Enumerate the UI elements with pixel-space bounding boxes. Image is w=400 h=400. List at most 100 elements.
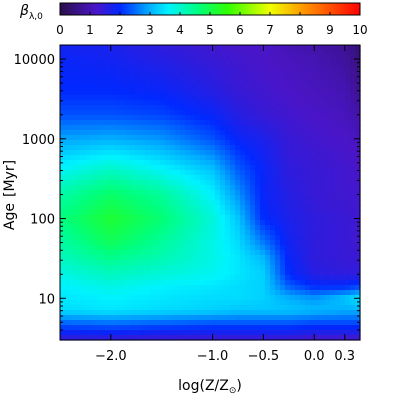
heatmap-cell <box>275 155 281 161</box>
heatmap-cell <box>90 260 96 266</box>
heatmap-cell <box>280 225 286 231</box>
heatmap-cell <box>80 320 86 326</box>
heatmap-cell <box>245 285 251 291</box>
heatmap-cell <box>105 280 111 286</box>
heatmap-cell <box>200 155 206 161</box>
heatmap-cell <box>290 60 296 66</box>
heatmap-cell <box>315 225 321 231</box>
heatmap-cell <box>80 110 86 116</box>
heatmap-cell <box>355 250 361 256</box>
heatmap-cell <box>150 270 156 276</box>
heatmap-cell <box>205 215 211 221</box>
heatmap-cell <box>105 55 111 61</box>
heatmap-cell <box>335 75 341 81</box>
heatmap-cell <box>65 105 71 111</box>
heatmap-cell <box>340 235 346 241</box>
heatmap-cell <box>310 165 316 171</box>
heatmap-cell <box>300 145 306 151</box>
heatmap-cell <box>330 85 336 91</box>
heatmap-cell <box>325 185 331 191</box>
heatmap-cell <box>230 155 236 161</box>
heatmap-cell <box>115 180 121 186</box>
heatmap-cell <box>75 225 81 231</box>
heatmap-cell <box>240 220 246 226</box>
heatmap-cell <box>65 65 71 71</box>
heatmap-cell <box>245 185 251 191</box>
heatmap-cell <box>195 250 201 256</box>
heatmap-cell <box>175 150 181 156</box>
heatmap-cell <box>180 65 186 71</box>
heatmap-cell <box>255 235 261 241</box>
heatmap-cell <box>105 170 111 176</box>
heatmap-cell <box>115 280 121 286</box>
heatmap-cell <box>160 55 166 61</box>
heatmap-cell <box>145 170 151 176</box>
heatmap-cell <box>325 195 331 201</box>
heatmap-cell <box>205 140 211 146</box>
heatmap-cell <box>325 175 331 181</box>
heatmap-cell <box>235 250 241 256</box>
heatmap-cell <box>305 85 311 91</box>
heatmap-cell <box>190 290 196 296</box>
heatmap-cell <box>210 250 216 256</box>
heatmap-cell <box>255 265 261 271</box>
heatmap-cell <box>85 150 91 156</box>
heatmap-cell <box>220 95 226 101</box>
heatmap-cell <box>295 125 301 131</box>
heatmap-cell <box>105 260 111 266</box>
heatmap-cell <box>105 100 111 106</box>
heatmap-cell <box>320 330 326 336</box>
heatmap-cell <box>260 110 266 116</box>
heatmap-cell <box>320 125 326 131</box>
heatmap-cell <box>300 75 306 81</box>
heatmap-cell <box>140 50 146 56</box>
heatmap-cell <box>345 60 351 66</box>
x-tick-label: 0.3 <box>334 349 355 364</box>
heatmap-cell <box>325 240 331 246</box>
heatmap-cell <box>310 225 316 231</box>
heatmap-cell <box>335 190 341 196</box>
heatmap-cell <box>200 190 206 196</box>
y-tick-label: 100 <box>30 213 55 228</box>
heatmap-cell <box>355 245 361 251</box>
heatmap-cell <box>350 105 356 111</box>
heatmap-cell <box>185 45 191 51</box>
colorbar-title-subscript: λ,0 <box>29 12 43 22</box>
heatmap-cell <box>310 325 316 331</box>
heatmap-cell <box>175 230 181 236</box>
heatmap-cell <box>300 230 306 236</box>
heatmap-cell <box>140 85 146 91</box>
heatmap-cell <box>265 130 271 136</box>
heatmap-cell <box>145 120 151 126</box>
heatmap-cell <box>355 310 361 316</box>
heatmap-cell <box>140 115 146 121</box>
heatmap-cell <box>255 200 261 206</box>
heatmap-cell <box>335 165 341 171</box>
heatmap-cell <box>295 165 301 171</box>
heatmap-cell <box>110 230 116 236</box>
heatmap-cell <box>120 45 126 51</box>
heatmap-cell <box>125 265 131 271</box>
heatmap-cell <box>110 105 116 111</box>
heatmap-cell <box>160 180 166 186</box>
heatmap-cell <box>355 290 361 296</box>
heatmap-cell <box>75 160 81 166</box>
heatmap-cell <box>215 165 221 171</box>
heatmap-cell <box>335 315 341 321</box>
heatmap-cell <box>335 160 341 166</box>
heatmap-cell <box>285 90 291 96</box>
heatmap-cell <box>270 270 276 276</box>
heatmap-cell <box>120 280 126 286</box>
heatmap-cell <box>150 240 156 246</box>
heatmap-cell <box>350 295 356 301</box>
heatmap-cell <box>150 85 156 91</box>
heatmap-cell <box>335 45 341 51</box>
heatmap-cell <box>160 125 166 131</box>
heatmap-cell <box>195 50 201 56</box>
heatmap-cell <box>85 245 91 251</box>
heatmap-cell <box>220 175 226 181</box>
heatmap-cell <box>320 120 326 126</box>
heatmap-cell <box>225 145 231 151</box>
heatmap-cell <box>220 65 226 71</box>
heatmap-cell <box>350 125 356 131</box>
